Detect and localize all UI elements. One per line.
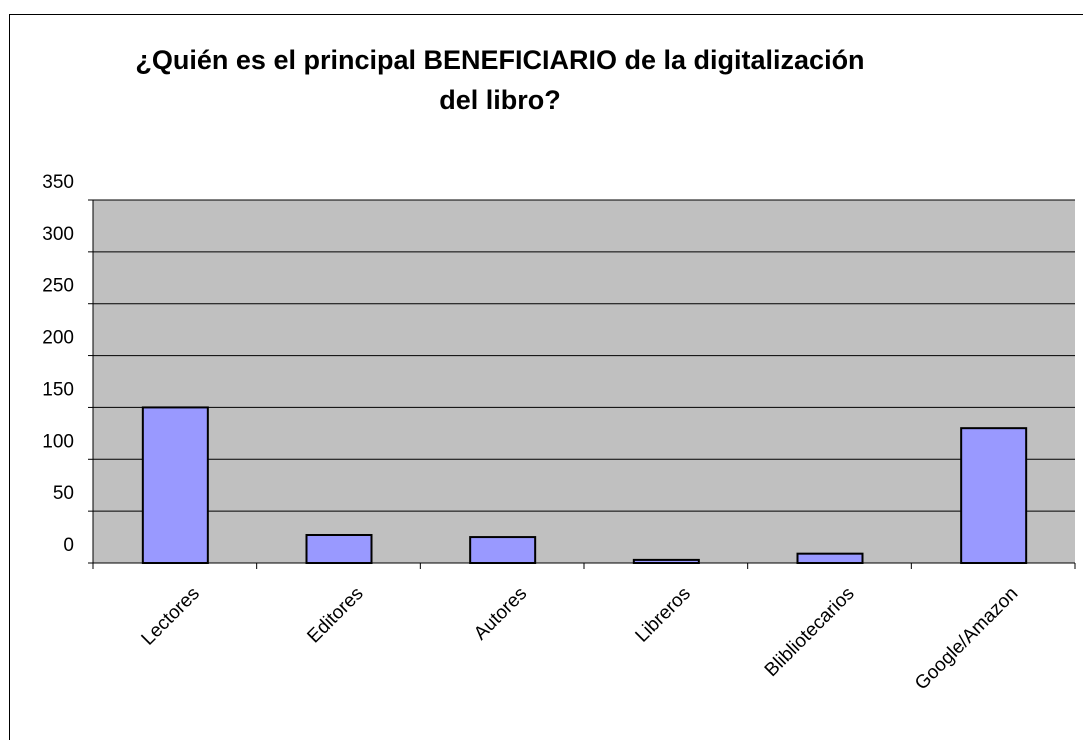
y-tick-label: 50 <box>53 483 74 504</box>
chart-title: ¿Quién es el principal BENEFICIARIO de l… <box>135 45 865 115</box>
bar <box>796 552 864 564</box>
y-tick-label: 150 <box>42 379 74 400</box>
y-tick-label: 0 <box>63 535 74 556</box>
y-tick-label: 100 <box>42 431 74 452</box>
bar <box>469 536 537 564</box>
bar <box>141 406 209 564</box>
y-tick-label: 200 <box>42 328 74 349</box>
bar <box>960 427 1028 564</box>
bar <box>305 533 373 564</box>
plot-area <box>93 200 1075 563</box>
bar <box>632 558 700 564</box>
y-tick-label: 350 <box>42 172 74 193</box>
y-tick-label: 300 <box>42 224 74 245</box>
y-tick-label: 250 <box>42 276 74 297</box>
